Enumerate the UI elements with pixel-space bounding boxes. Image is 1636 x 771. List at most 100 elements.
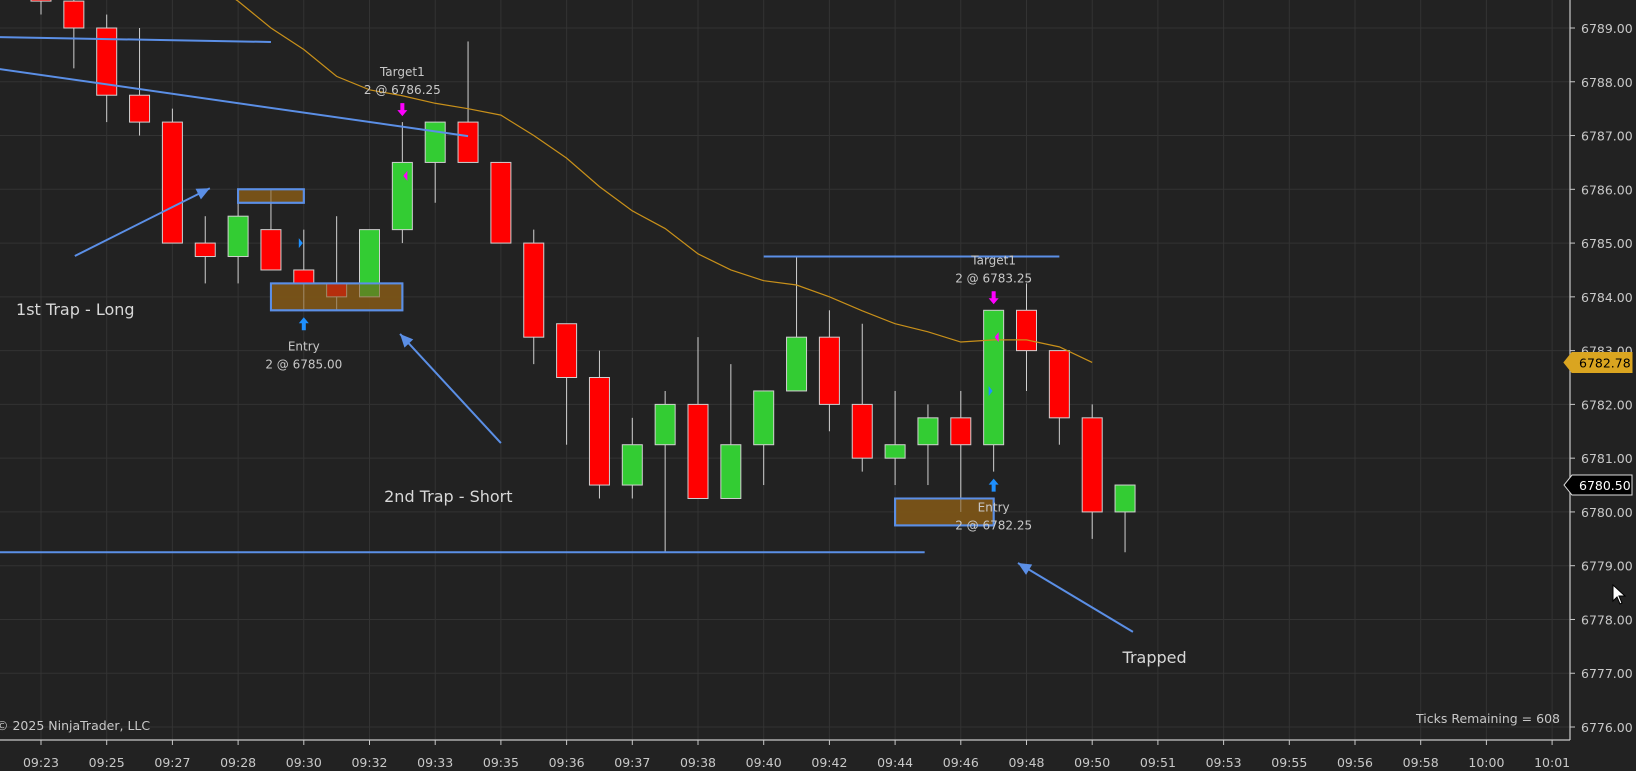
y-tick-label: 6781.00 [1581,451,1633,466]
ema-line [235,0,1093,363]
x-tick-label: 09:30 [286,755,322,770]
arrow-line[interactable] [1017,562,1134,633]
target-label: Target1 [970,253,1016,267]
y-tick-label: 6780.00 [1581,505,1633,520]
candle-down [950,417,972,446]
exit-marker-icon [994,332,999,343]
candle-up [917,417,939,446]
arrow-head-icon [400,333,414,348]
candle-down [490,161,512,244]
x-tick-label: 09:46 [943,755,979,770]
x-tick-label: 09:42 [811,755,847,770]
copyright-text: © 2025 NinjaTrader, LLC [0,718,150,733]
candle-up [1114,484,1136,513]
x-tick-label: 09:58 [1403,755,1439,770]
y-tick-label: 6778.00 [1581,612,1633,627]
x-tick-label: 09:28 [220,755,256,770]
candle-down [556,323,578,379]
target-label: Target1 [379,65,425,79]
x-tick-label: 09:32 [351,755,387,770]
executions: Target1 2 @ 6786.25 Entry 2 @ 6785.00 Target… [265,65,1032,533]
x-tick-label: 09:53 [1206,755,1242,770]
x-tick-label: 09:38 [680,755,716,770]
exit-marker-icon [403,170,408,181]
arrow-line[interactable] [74,187,211,257]
candle-up [621,444,643,486]
entry-marker-icon [988,385,993,396]
entry-marker-icon [298,238,303,249]
candle-down [260,229,282,271]
candle-up [720,444,742,499]
x-tick-label: 10:01 [1534,755,1570,770]
candle-down [687,403,709,499]
candle-down [194,242,216,258]
target-detail: 2 @ 6783.25 [955,271,1032,285]
target-detail: 2 @ 6786.25 [364,83,441,97]
candle-up [884,444,906,459]
x-tick-label: 09:51 [1140,755,1176,770]
x-tick-label: 09:40 [746,755,782,770]
drawn-arrows[interactable] [74,187,1134,633]
x-tick-label: 10:00 [1468,755,1504,770]
ema-polyline [235,0,1093,363]
trend-line[interactable] [0,68,469,138]
up-arrow-icon [298,317,309,331]
candle-up [786,336,808,392]
candles [30,0,1136,553]
entry-detail: 2 @ 6782.25 [955,519,1032,533]
annotations: 1st Trap - Long 2nd Trap - Short Trapped [16,300,1187,667]
y-tick-label: 6786.00 [1581,182,1633,197]
y-tick-label: 6776.00 [1581,720,1633,735]
entry-label: Entry [288,339,320,353]
y-tick-label: 6788.00 [1581,75,1633,90]
annotation-text[interactable]: 1st Trap - Long [16,300,135,319]
x-tick-label: 09:44 [877,755,913,770]
candle-down [588,377,610,486]
y-tick-label: 6787.00 [1581,129,1633,144]
zone-overlay [894,497,995,527]
candle-down [523,242,545,338]
y-tick-label: 6785.00 [1581,236,1633,251]
arrow-head-icon [1017,563,1033,575]
y-tick-label: 6779.00 [1581,559,1633,574]
entry-detail: 2 @ 6785.00 [265,357,342,371]
arrow-line[interactable] [399,333,502,444]
price-tag-label: 6780.50 [1579,478,1631,493]
price-tag-label: 6782.78 [1579,355,1631,370]
x-tick-label: 09:33 [417,755,453,770]
drawn-lines[interactable] [0,36,1060,554]
candle-down [1081,417,1103,513]
y-tick-label: 6777.00 [1581,666,1633,681]
candle-up [424,121,446,163]
candle-up [391,161,413,231]
candle-down [1048,350,1070,419]
ticks-remaining-text: Ticks Remaining = 608 [1415,711,1560,726]
x-tick-label: 09:56 [1337,755,1373,770]
arrow-head-icon [195,188,210,200]
candle-up [654,403,676,446]
candle-up [227,215,249,258]
candle-down [851,403,873,459]
annotation-text[interactable]: 2nd Trap - Short [384,487,512,506]
candle-up [983,309,1005,446]
x-tick-label: 09:50 [1074,755,1110,770]
candle-down [457,121,479,163]
candle-down [30,0,52,2]
x-tick-label: 09:25 [89,755,125,770]
y-tick-label: 6784.00 [1581,290,1633,305]
x-tick-label: 09:55 [1271,755,1307,770]
trend-line[interactable] [0,36,271,43]
entry-label: Entry [978,501,1010,515]
zone-overlay [269,282,404,312]
mouse-cursor-icon [1612,583,1627,605]
down-arrow-icon [988,291,999,305]
annotation-text[interactable]: Trapped [1122,648,1187,667]
candle-down [96,27,118,96]
candle-down [818,336,840,405]
x-tick-label: 09:48 [1008,755,1044,770]
x-tick-label: 09:37 [614,755,650,770]
candle-down [63,0,85,29]
